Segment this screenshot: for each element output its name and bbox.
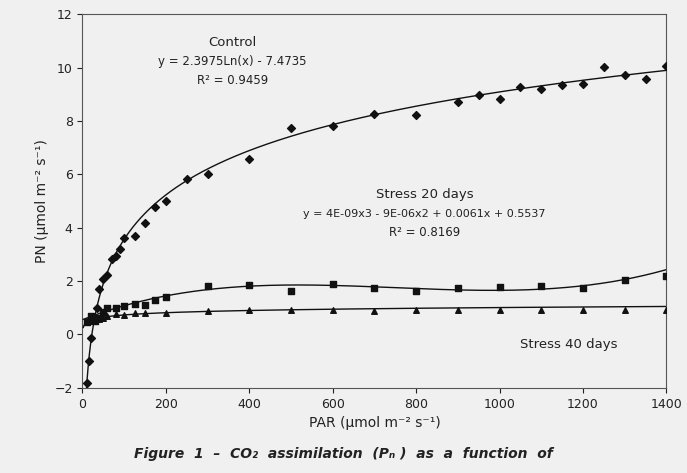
- Text: Stress 20 days: Stress 20 days: [376, 188, 473, 201]
- Point: [98, 315, 109, 322]
- Point: [181, 175, 192, 183]
- Y-axis label: PN (μmol m⁻² s⁻¹): PN (μmol m⁻² s⁻¹): [35, 139, 49, 263]
- Point: [661, 272, 672, 280]
- Point: [129, 300, 140, 307]
- Point: [452, 307, 463, 314]
- Point: [93, 285, 104, 292]
- Point: [160, 310, 171, 317]
- Point: [202, 170, 213, 178]
- Point: [89, 314, 100, 322]
- Point: [202, 307, 213, 315]
- Point: [85, 312, 96, 320]
- Point: [640, 75, 651, 83]
- Point: [81, 379, 92, 386]
- Point: [85, 335, 96, 342]
- Point: [98, 308, 109, 315]
- Point: [98, 275, 109, 283]
- Point: [369, 308, 380, 315]
- Point: [139, 219, 150, 227]
- Point: [91, 304, 102, 312]
- Point: [536, 307, 547, 314]
- Point: [661, 307, 672, 314]
- Point: [473, 91, 484, 98]
- Point: [119, 311, 130, 319]
- Point: [111, 304, 122, 311]
- Point: [83, 358, 94, 365]
- Point: [244, 155, 255, 163]
- Text: y = 4E-09x3 - 9E-06x2 + 0.0061x + 0.5537: y = 4E-09x3 - 9E-06x2 + 0.0061x + 0.5537: [303, 209, 545, 219]
- Point: [111, 253, 122, 260]
- Text: Stress 40 days: Stress 40 days: [521, 338, 618, 351]
- Point: [81, 317, 92, 325]
- Point: [411, 307, 422, 314]
- Point: [515, 83, 526, 90]
- Point: [93, 314, 104, 322]
- X-axis label: PAR (μmol m⁻² s⁻¹): PAR (μmol m⁻² s⁻¹): [308, 416, 440, 430]
- Point: [160, 294, 171, 301]
- Point: [129, 309, 140, 317]
- Point: [369, 284, 380, 292]
- Point: [202, 282, 213, 290]
- Point: [102, 312, 113, 319]
- Text: Figure  1  –  CO₂  assimilation  (Pₙ )  as  a  function  of: Figure 1 – CO₂ assimilation (Pₙ ) as a f…: [134, 447, 553, 461]
- Point: [411, 111, 422, 118]
- Point: [452, 284, 463, 292]
- Point: [286, 287, 297, 294]
- Point: [578, 307, 589, 314]
- Point: [536, 282, 547, 290]
- Point: [327, 307, 338, 314]
- Point: [139, 301, 150, 309]
- Point: [129, 232, 140, 240]
- Point: [139, 309, 150, 317]
- Point: [286, 307, 297, 314]
- Text: y = 2.3975Ln(x) - 7.4735: y = 2.3975Ln(x) - 7.4735: [158, 55, 307, 68]
- Point: [102, 305, 113, 312]
- Point: [661, 62, 672, 70]
- Point: [85, 317, 96, 324]
- Point: [150, 203, 161, 210]
- Point: [106, 255, 117, 263]
- Text: R² = 0.8169: R² = 0.8169: [389, 226, 460, 239]
- Point: [244, 281, 255, 289]
- Point: [452, 98, 463, 105]
- Point: [369, 111, 380, 118]
- Point: [102, 271, 113, 279]
- Point: [619, 307, 630, 314]
- Point: [578, 80, 589, 88]
- Point: [494, 95, 505, 103]
- Point: [119, 234, 130, 242]
- Point: [115, 245, 126, 253]
- Point: [619, 277, 630, 284]
- Point: [494, 307, 505, 314]
- Point: [536, 86, 547, 93]
- Point: [578, 285, 589, 292]
- Point: [93, 315, 104, 323]
- Point: [619, 71, 630, 79]
- Point: [494, 283, 505, 291]
- Point: [327, 280, 338, 288]
- Point: [89, 315, 100, 323]
- Point: [160, 197, 171, 205]
- Point: [598, 63, 609, 70]
- Point: [244, 307, 255, 314]
- Point: [81, 318, 92, 326]
- Point: [87, 315, 98, 323]
- Point: [89, 317, 100, 325]
- Point: [150, 297, 161, 304]
- Point: [119, 302, 130, 310]
- Text: R² = 0.9459: R² = 0.9459: [197, 74, 268, 87]
- Point: [556, 81, 567, 88]
- Point: [327, 122, 338, 130]
- Text: Control: Control: [208, 36, 257, 49]
- Point: [411, 287, 422, 295]
- Point: [286, 124, 297, 131]
- Point: [111, 310, 122, 318]
